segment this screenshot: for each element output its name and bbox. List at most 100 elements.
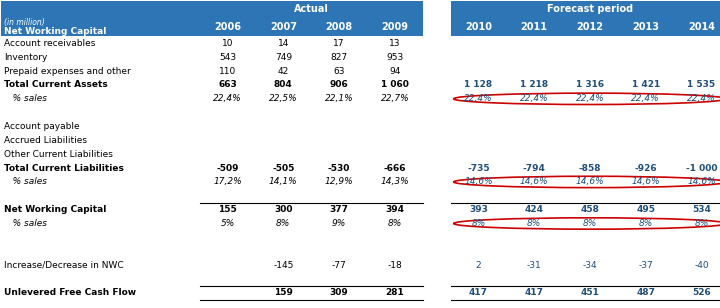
Text: Total Current Liabilities: Total Current Liabilities <box>4 164 125 172</box>
Text: -34: -34 <box>582 261 598 270</box>
Text: Total Current Assets: Total Current Assets <box>4 80 108 89</box>
Text: 17,2%: 17,2% <box>213 177 242 186</box>
Text: 906: 906 <box>330 80 348 89</box>
Text: -77: -77 <box>332 261 346 270</box>
Text: 22,7%: 22,7% <box>380 94 409 103</box>
Text: 2012: 2012 <box>577 22 603 32</box>
Text: 377: 377 <box>330 205 348 214</box>
Bar <box>199 2 423 17</box>
Text: 1 535: 1 535 <box>688 80 716 89</box>
Text: Prepaid expenses and other: Prepaid expenses and other <box>4 67 131 76</box>
Text: 63: 63 <box>333 67 345 76</box>
Bar <box>1 2 199 17</box>
Text: Net Working Capital: Net Working Capital <box>4 26 107 36</box>
Text: -18: -18 <box>387 261 402 270</box>
Text: 17: 17 <box>333 39 345 48</box>
Text: 22,4%: 22,4% <box>687 94 716 103</box>
Text: -666: -666 <box>384 164 406 172</box>
Text: 22,4%: 22,4% <box>213 94 242 103</box>
Text: Forecast period: Forecast period <box>547 4 633 14</box>
Text: 22,5%: 22,5% <box>269 94 297 103</box>
Text: 534: 534 <box>692 205 711 214</box>
Text: 417: 417 <box>525 288 544 297</box>
Text: 1 218: 1 218 <box>520 80 549 89</box>
Text: -145: -145 <box>273 261 294 270</box>
Text: -530: -530 <box>328 164 350 172</box>
Text: 1 060: 1 060 <box>381 80 409 89</box>
Text: 281: 281 <box>385 288 404 297</box>
Text: 13: 13 <box>389 39 400 48</box>
Text: 14,6%: 14,6% <box>631 177 660 186</box>
Bar <box>451 17 720 36</box>
Text: 8%: 8% <box>276 219 290 228</box>
Text: 2007: 2007 <box>270 22 297 32</box>
Text: -40: -40 <box>694 261 708 270</box>
Text: 300: 300 <box>274 205 292 214</box>
Text: 14,1%: 14,1% <box>269 177 297 186</box>
Text: Inventory: Inventory <box>4 53 48 62</box>
Text: -509: -509 <box>216 164 239 172</box>
Text: 8%: 8% <box>583 219 597 228</box>
Text: 8%: 8% <box>387 219 402 228</box>
Text: 749: 749 <box>275 53 292 62</box>
Text: 424: 424 <box>525 205 544 214</box>
Text: 417: 417 <box>469 288 488 297</box>
Text: Net Working Capital: Net Working Capital <box>4 205 107 214</box>
Text: Account payable: Account payable <box>4 122 80 131</box>
Text: 1 128: 1 128 <box>464 80 492 89</box>
Text: 8%: 8% <box>694 219 708 228</box>
Text: 14,6%: 14,6% <box>687 177 716 186</box>
Text: 22,1%: 22,1% <box>325 94 354 103</box>
Text: Unlevered Free Cash Flow: Unlevered Free Cash Flow <box>4 288 137 297</box>
Text: 2013: 2013 <box>632 22 660 32</box>
Text: 22,4%: 22,4% <box>464 94 492 103</box>
Bar <box>451 2 720 17</box>
Text: (in million): (in million) <box>4 18 45 26</box>
Text: 110: 110 <box>219 67 236 76</box>
Text: 14,6%: 14,6% <box>464 177 492 186</box>
Text: % sales: % sales <box>4 219 48 228</box>
Text: -858: -858 <box>579 164 601 172</box>
Text: 804: 804 <box>274 80 292 89</box>
Text: 458: 458 <box>580 205 600 214</box>
Text: 526: 526 <box>692 288 711 297</box>
Text: 159: 159 <box>274 288 293 297</box>
Text: Accrued Liabilities: Accrued Liabilities <box>4 136 88 145</box>
Text: 9%: 9% <box>332 219 346 228</box>
Text: 1 316: 1 316 <box>576 80 604 89</box>
Text: 14: 14 <box>278 39 289 48</box>
Text: 663: 663 <box>218 80 237 89</box>
Text: 2010: 2010 <box>465 22 492 32</box>
Text: Increase/Decrease in NWC: Increase/Decrease in NWC <box>4 261 124 270</box>
Text: Account receivables: Account receivables <box>4 39 96 48</box>
Bar <box>1 17 199 36</box>
Text: 10: 10 <box>222 39 233 48</box>
Text: % sales: % sales <box>4 94 48 103</box>
Bar <box>199 17 423 36</box>
Text: 953: 953 <box>386 53 403 62</box>
Text: 2011: 2011 <box>521 22 548 32</box>
Text: -31: -31 <box>527 261 541 270</box>
Text: 2006: 2006 <box>214 22 241 32</box>
Text: 5%: 5% <box>220 219 235 228</box>
Text: 8%: 8% <box>639 219 653 228</box>
Text: 42: 42 <box>278 67 289 76</box>
Text: Other Current Liabilities: Other Current Liabilities <box>4 150 113 159</box>
Text: -794: -794 <box>523 164 546 172</box>
Text: 487: 487 <box>636 288 655 297</box>
Text: 8%: 8% <box>472 219 485 228</box>
Text: 1 421: 1 421 <box>631 80 660 89</box>
Text: -735: -735 <box>467 164 490 172</box>
Text: 451: 451 <box>580 288 600 297</box>
Text: Actual: Actual <box>294 4 328 14</box>
Text: 393: 393 <box>469 205 488 214</box>
Text: -505: -505 <box>272 164 294 172</box>
Text: 2: 2 <box>476 261 481 270</box>
Text: 94: 94 <box>389 67 400 76</box>
Text: 22,4%: 22,4% <box>631 94 660 103</box>
Text: 309: 309 <box>330 288 348 297</box>
Text: 394: 394 <box>385 205 405 214</box>
Text: 495: 495 <box>636 205 655 214</box>
Text: 14,6%: 14,6% <box>520 177 549 186</box>
Text: 14,3%: 14,3% <box>380 177 409 186</box>
